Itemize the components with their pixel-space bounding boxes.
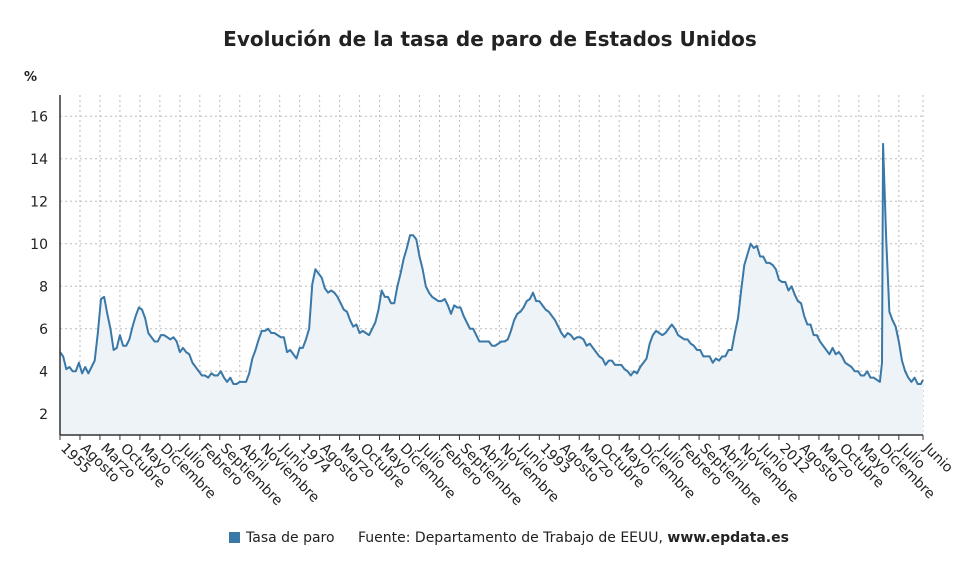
line bbox=[59, 142, 924, 385]
y-tick-label: 12 bbox=[30, 194, 48, 210]
y-tick-label: 8 bbox=[39, 279, 48, 295]
source: Fuente: Departamento de Trabajo de EEUU,… bbox=[358, 530, 789, 546]
y-tick-label: 4 bbox=[39, 364, 48, 380]
y-tick-label: 6 bbox=[39, 322, 48, 338]
legend: Tasa de paro Fuente: Departamento de Tra… bbox=[229, 530, 789, 546]
legend-swatch bbox=[229, 532, 240, 543]
chart-title: Evolución de la tasa de paro de Estados … bbox=[223, 27, 757, 51]
y-unit: % bbox=[24, 70, 37, 85]
area-fill bbox=[60, 143, 923, 435]
y-tick-label: 2 bbox=[39, 407, 48, 423]
y-tick-label: 10 bbox=[30, 237, 48, 253]
source-link: www.epdata.es bbox=[667, 530, 789, 546]
y-tick-label: 16 bbox=[30, 109, 48, 125]
legend-label: Tasa de paro bbox=[245, 530, 335, 546]
y-tick-label: 14 bbox=[30, 152, 48, 168]
source-text: Fuente: Departamento de Trabajo de EEUU, bbox=[358, 530, 663, 546]
